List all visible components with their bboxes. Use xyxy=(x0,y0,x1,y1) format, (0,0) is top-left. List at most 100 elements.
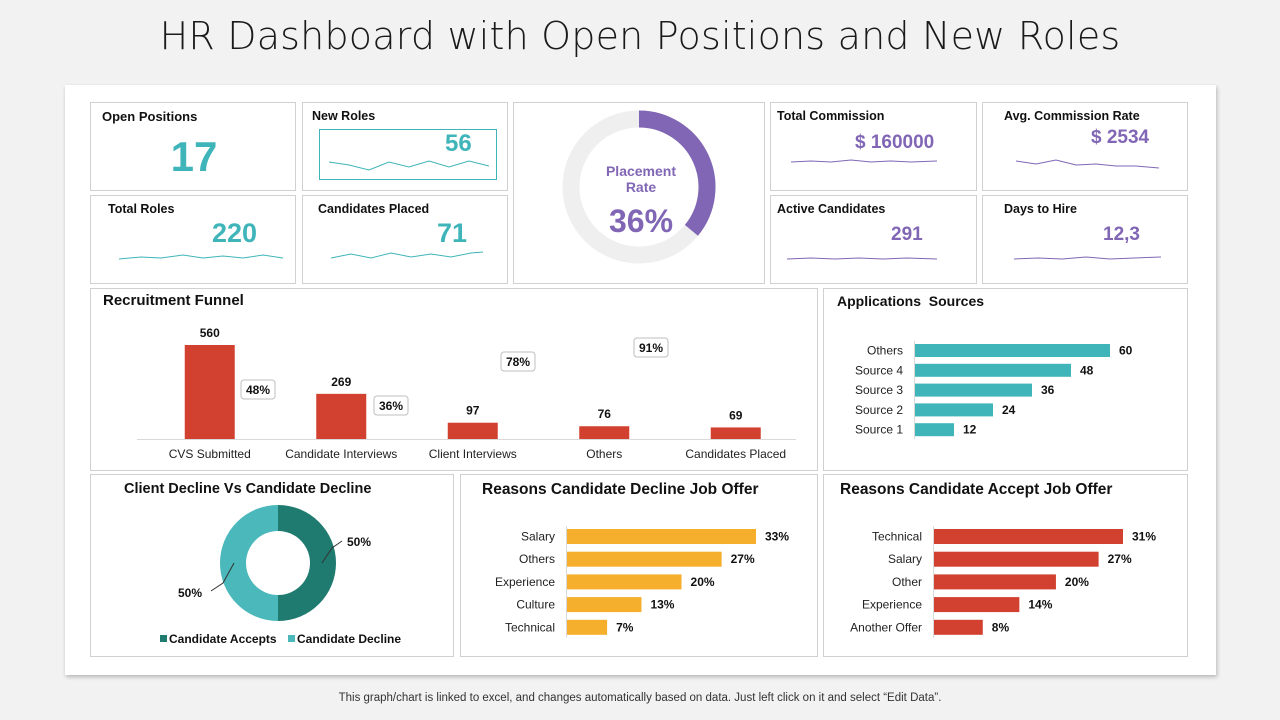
accept-reasons-title: Reasons Candidate Accept Job Offer xyxy=(840,481,1113,498)
bar-category-label: Technical xyxy=(872,530,922,544)
sparkline-frame xyxy=(319,129,497,180)
conversion-badge xyxy=(373,395,409,416)
funnel-value-label: 97 xyxy=(466,404,480,418)
kpi-total-commission[interactable]: Total Commission $ 160000 xyxy=(770,102,977,191)
funnel-bar xyxy=(710,427,761,439)
bar-value-label: 48 xyxy=(1080,363,1094,377)
bar-category-label: Others xyxy=(519,552,555,566)
bar-value-label: 12 xyxy=(963,423,977,437)
conversion-label: 91% xyxy=(639,341,663,355)
accept-reasons-card[interactable]: Reasons Candidate Accept Job Offer Techn… xyxy=(823,474,1188,657)
placement-gauge xyxy=(562,110,716,264)
funnel-category-label: Client Interviews xyxy=(429,447,517,461)
legend-label: Candidate Decline xyxy=(297,632,401,646)
kpi-new-roles[interactable]: New Roles 56 xyxy=(302,102,508,191)
bar-value-label: 20% xyxy=(691,575,715,589)
funnel-bar xyxy=(184,345,235,439)
bar xyxy=(915,403,993,417)
kpi-value: $ 2534 xyxy=(1091,127,1150,148)
legend-swatch xyxy=(288,635,295,642)
bar-category-label: Source 4 xyxy=(855,363,903,377)
bar-category-label: Salary xyxy=(521,530,555,544)
bar xyxy=(915,363,1071,377)
bar-value-label: 14% xyxy=(1028,598,1052,612)
kpi-label: Open Positions xyxy=(102,109,198,124)
recruitment-funnel-card[interactable]: Recruitment Funnel 560 CVS Submitted 269 Ca… xyxy=(90,288,818,471)
kpi-value: 291 xyxy=(891,224,923,245)
kpi-total-roles[interactable]: Total Roles 220 xyxy=(90,195,296,284)
bar xyxy=(934,529,1123,544)
decline-reasons-chart: Salary 33% Others 27% Experience 20% Culture 13… xyxy=(495,526,789,638)
bar-value-label: 36 xyxy=(1041,383,1055,397)
decline-reasons-card[interactable]: Reasons Candidate Decline Job Offer Sala… xyxy=(460,474,818,657)
decline-donut-card[interactable]: Client Decline Vs Candidate Decline 50% 5… xyxy=(90,474,454,657)
leader-line xyxy=(321,540,343,564)
funnel-bar xyxy=(316,393,367,439)
bar-value-label: 8% xyxy=(992,620,1010,634)
funnel-category-label: CVS Submitted xyxy=(169,447,251,461)
gauge-fill-arc xyxy=(638,110,716,236)
kpi-label: Active Candidates xyxy=(777,202,886,216)
page-title: HR Dashboard with Open Positions and New… xyxy=(159,14,1121,58)
kpi-label: Total Commission xyxy=(777,109,885,123)
conversion-badge xyxy=(240,379,276,400)
decline-title: Client Decline Vs Candidate Decline xyxy=(124,481,372,497)
bar-category-label: Others xyxy=(867,344,903,358)
bar-value-label: 31% xyxy=(1132,530,1156,544)
bar xyxy=(915,423,954,437)
bar-value-label: 24 xyxy=(1002,403,1016,417)
bar-value-label: 20% xyxy=(1065,575,1089,589)
applications-sources-card[interactable]: Applications Sources Others 60 Source 4 48 S… xyxy=(823,288,1188,471)
kpi-value: $ 160000 xyxy=(855,132,935,153)
placement-label-line1: Placement xyxy=(605,163,677,179)
bar-category-label: Source 3 xyxy=(855,383,903,397)
kpi-active-candidates[interactable]: Active Candidates 291 xyxy=(770,195,977,284)
footer-note: This graph/chart is linked to excel, and… xyxy=(338,692,942,704)
bar-value-label: 13% xyxy=(650,598,674,612)
funnel-category-label: Candidates Placed xyxy=(685,447,786,461)
bar xyxy=(915,383,1032,397)
sparkline xyxy=(1015,159,1160,169)
decline-donut-chart: 50% 50% Candidate Accepts Candidate Decline xyxy=(160,505,401,646)
kpi-value: 220 xyxy=(212,218,258,248)
kpi-candidates-placed[interactable]: Candidates Placed 71 xyxy=(302,195,508,284)
legend-swatch xyxy=(160,635,167,642)
funnel-category-label: Others xyxy=(586,447,622,461)
kpi-label: New Roles xyxy=(312,109,376,123)
bar-value-label: 7% xyxy=(616,620,634,634)
decline-reasons-title: Reasons Candidate Decline Job Offer xyxy=(482,481,759,498)
kpi-label: Avg. Commission Rate xyxy=(1004,109,1140,123)
conversion-badge xyxy=(633,337,669,358)
accept-reasons-chart: Technical 31% Salary 27% Other 20% Experience 1… xyxy=(850,526,1156,638)
leader-line xyxy=(210,562,235,592)
sources-title: Applications Sources xyxy=(837,293,985,309)
kpi-open-positions[interactable]: Open Positions 17 xyxy=(90,102,296,191)
bar xyxy=(915,344,1110,357)
kpi-value: 17 xyxy=(170,133,218,180)
bar xyxy=(934,551,1099,567)
bar-category-label: Other xyxy=(892,575,922,589)
sparkline xyxy=(790,159,938,163)
kpi-days-to-hire[interactable]: Days to Hire 12,3 xyxy=(982,195,1188,284)
bar-category-label: Another Offer xyxy=(850,620,922,634)
placement-rate-card[interactable]: Placement Rate 36% xyxy=(513,102,765,284)
funnel-chart: 560 CVS Submitted 269 Candidate Interviews 9… xyxy=(137,326,796,461)
sparkline xyxy=(118,254,284,260)
sources-chart: Others 60 Source 4 48 Source 3 36 Source 2 24 So… xyxy=(855,341,1133,440)
funnel-value-label: 560 xyxy=(200,326,220,340)
funnel-value-label: 269 xyxy=(331,375,351,389)
bar-category-label: Experience xyxy=(495,575,555,589)
kpi-avg-commission-rate[interactable]: Avg. Commission Rate $ 2534 xyxy=(982,102,1188,191)
sparkline xyxy=(1013,256,1162,260)
donut-value-label: 50% xyxy=(178,586,202,600)
bar xyxy=(934,574,1056,590)
bar-category-label: Salary xyxy=(888,552,922,566)
kpi-value: 56 xyxy=(445,130,472,157)
sparkline xyxy=(328,160,490,171)
conversion-label: 48% xyxy=(246,383,270,397)
bar-category-label: Source 2 xyxy=(855,403,903,417)
donut-value-label: 50% xyxy=(347,535,371,549)
funnel-value-label: 69 xyxy=(729,408,743,422)
donut-slice xyxy=(278,505,336,621)
bar-category-label: Source 1 xyxy=(855,423,903,437)
